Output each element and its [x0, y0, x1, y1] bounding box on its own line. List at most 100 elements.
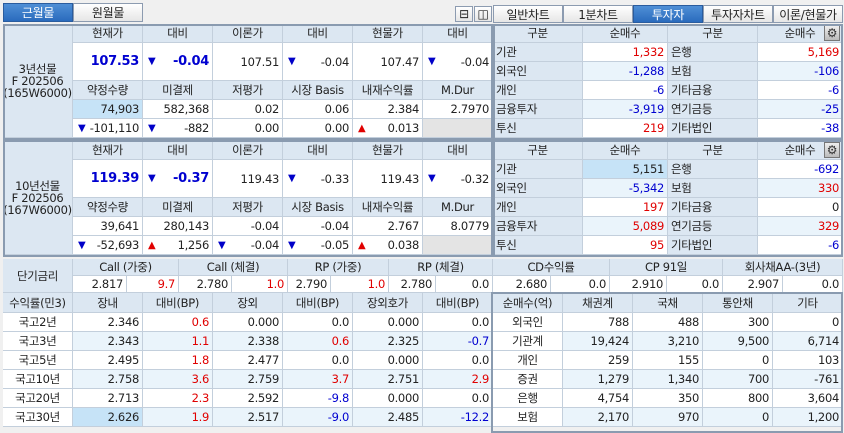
cell-value: 기타법인: [671, 238, 713, 252]
cell-value: 103: [817, 353, 839, 367]
cell-value: 외국인: [496, 181, 527, 195]
tab-1[interactable]: 1분차트: [563, 5, 633, 23]
tab-2[interactable]: 투자자: [633, 5, 703, 23]
cell-value: -52,693: [96, 238, 140, 252]
cell-value: -101,110: [89, 121, 140, 135]
column-header: 구분: [668, 141, 758, 160]
cell-value: 투신: [496, 121, 517, 135]
rate-name: Call (체결): [179, 259, 288, 276]
cell-value: 300: [747, 315, 769, 329]
column-header: 순매수(억): [493, 293, 563, 313]
cell-value: 0.013: [387, 121, 420, 135]
layout-single-icon[interactable]: ◫: [474, 6, 492, 22]
column-header: 채권계: [563, 293, 633, 313]
yield-cell: 2.346: [73, 313, 143, 332]
yield-cell: 2.758: [73, 370, 143, 389]
cell-value: 국고10년: [15, 372, 60, 386]
column-header: 순매수 ⚙: [758, 141, 843, 160]
cell-value: -0.37: [173, 171, 209, 186]
investor-type: 개인: [493, 351, 563, 370]
cell-value: 0: [761, 410, 769, 424]
up-arrow-icon: ▲: [148, 239, 156, 251]
cell-value: -0.05: [320, 238, 350, 252]
cell-value: 0: [831, 315, 839, 329]
cell-value: 2,170: [597, 410, 630, 424]
cell-value: 기타금융: [671, 83, 713, 97]
price-cell: ▼ -0.04: [423, 43, 493, 81]
net-buy-cell: 9,500: [703, 332, 773, 351]
column-header: 장내: [73, 293, 143, 313]
yield-cell: 0.6: [143, 313, 213, 332]
cell-value: 280,143: [163, 219, 210, 233]
cell-value: -0.04: [250, 238, 280, 252]
value-cell: 2.384: [353, 100, 423, 119]
tab-3[interactable]: 투자자차트: [703, 5, 773, 23]
cell-value: 4,754: [597, 391, 630, 405]
down-arrow-icon: ▼: [148, 56, 156, 67]
layout-split-icon[interactable]: ⊟: [455, 6, 473, 22]
cell-value: 0.00: [324, 121, 350, 135]
column-header: 시장 Basis: [283, 81, 353, 100]
tab-near-month[interactable]: 근월물: [3, 3, 73, 22]
price-cell: 119.43: [353, 160, 423, 198]
cell-value: 119.43: [240, 171, 280, 186]
cell-value: 3,210: [667, 334, 700, 348]
net-buy-cell: 800: [703, 389, 773, 408]
value-cell: 0.06: [283, 100, 353, 119]
net-buy-cell: 2,170: [563, 408, 633, 427]
cell-value: -0.32: [460, 171, 490, 186]
cell-value: -25: [821, 102, 839, 116]
tab-far-month[interactable]: 원월물: [73, 3, 143, 22]
yield-cell: 0.000: [213, 313, 283, 332]
cell-value: 개인: [517, 353, 538, 367]
yield-cell: 1.9: [143, 408, 213, 427]
investor-net-buy: 219: [583, 119, 668, 138]
futures-label-line: F 202506: [11, 190, 64, 205]
cell-value: 107.51: [240, 54, 280, 69]
column-header: 대비(BP): [283, 293, 353, 313]
net-buy-cell: 0: [703, 351, 773, 370]
change-cell: ▲ 1,256: [143, 236, 213, 255]
yield-cell: 2.343: [73, 332, 143, 351]
cell-value: 0: [831, 200, 839, 214]
cell-value: 5,089: [632, 219, 665, 233]
price-cell: 119.43: [213, 160, 283, 198]
futures-label-line: F 202506: [11, 73, 64, 88]
yield-cell: 2.485: [353, 408, 423, 427]
tab-4[interactable]: 이론/현물가: [773, 5, 843, 23]
yield-cell: -12.2: [423, 408, 493, 427]
cell-value: 1,279: [597, 372, 630, 386]
cell-value: 2.7970: [450, 102, 490, 116]
change-cell: ▼ -101,110: [73, 119, 143, 138]
investor-net-buy: 0: [758, 198, 843, 217]
yield-cell: 2.713: [73, 389, 143, 408]
gear-icon[interactable]: ⚙: [824, 142, 840, 158]
change-cell: ▲ 0.038: [353, 236, 423, 255]
down-arrow-icon: ▼: [288, 173, 296, 184]
net-buy-cell: 3,210: [633, 332, 703, 351]
investor-net-buy: -6: [758, 236, 843, 255]
column-header: 순매수: [583, 24, 668, 43]
investor-type: 보험: [493, 408, 563, 427]
investor-net-buy: -6: [583, 81, 668, 100]
yield-cell: 2.517: [213, 408, 283, 427]
change-cell: 0.00: [213, 119, 283, 138]
cell-value: -9.0: [327, 410, 350, 424]
value-cell: 2.7970: [423, 100, 493, 119]
cell-value: 2.9: [471, 372, 490, 386]
yield-cell: 1.8: [143, 351, 213, 370]
cell-value: 국고3년: [18, 334, 57, 348]
cell-value: 2.3: [191, 391, 210, 405]
investor-name: 기타금융: [668, 81, 758, 100]
cell-value: 0.06: [324, 102, 350, 116]
tab-0[interactable]: 일반차트: [493, 5, 563, 23]
cell-value: -6: [828, 83, 839, 97]
cell-value: 74,903: [100, 102, 140, 116]
gear-icon[interactable]: ⚙: [824, 25, 840, 41]
cell-value: 2.592: [247, 391, 280, 405]
net-buy-cell: 1,279: [563, 370, 633, 389]
cell-value: 1,332: [632, 45, 665, 59]
column-header: 시장 Basis: [283, 198, 353, 217]
cell-value: 1,256: [177, 238, 210, 252]
cell-value: 39,641: [100, 219, 140, 233]
